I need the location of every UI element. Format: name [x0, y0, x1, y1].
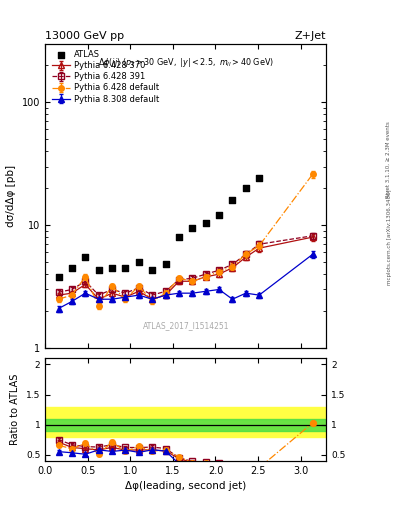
ATLAS [82, 253, 88, 261]
Text: Z+Jet: Z+Jet [295, 31, 326, 41]
Text: ATLAS_2017_I1514251: ATLAS_2017_I1514251 [142, 321, 229, 330]
Point [310, 419, 316, 427]
Text: mcplots.cern.ch [arXiv:1306.3436]: mcplots.cern.ch [arXiv:1306.3436] [387, 189, 392, 285]
Text: $\Delta\phi(jj)\ (p_{\mathrm{T}} > 30\ \mathrm{GeV},\ |y| < 2.5,\ m_{ll} > 40\ \: $\Delta\phi(jj)\ (p_{\mathrm{T}} > 30\ \… [98, 56, 274, 69]
ATLAS [256, 174, 262, 182]
ATLAS [55, 273, 62, 281]
Y-axis label: Ratio to ATLAS: Ratio to ATLAS [10, 374, 20, 445]
ATLAS [95, 266, 102, 274]
Text: 13000 GeV pp: 13000 GeV pp [45, 31, 124, 41]
ATLAS [242, 184, 249, 192]
X-axis label: Δφ(leading, second jet): Δφ(leading, second jet) [125, 481, 246, 491]
ATLAS [189, 224, 195, 232]
ATLAS [109, 264, 115, 272]
ATLAS [229, 196, 235, 204]
ATLAS [69, 264, 75, 272]
ATLAS [176, 233, 182, 241]
ATLAS [122, 264, 129, 272]
ATLAS [136, 258, 142, 266]
ATLAS [162, 260, 169, 268]
ATLAS [202, 219, 209, 227]
ATLAS [216, 211, 222, 220]
Y-axis label: dσ/dΔφ [pb]: dσ/dΔφ [pb] [6, 165, 17, 227]
Legend: ATLAS, Pythia 6.428 370, Pythia 6.428 391, Pythia 6.428 default, Pythia 8.308 de: ATLAS, Pythia 6.428 370, Pythia 6.428 39… [50, 48, 162, 106]
Text: Rivet 3.1.10, ≥ 2.3M events: Rivet 3.1.10, ≥ 2.3M events [386, 122, 391, 198]
ATLAS [149, 266, 155, 274]
